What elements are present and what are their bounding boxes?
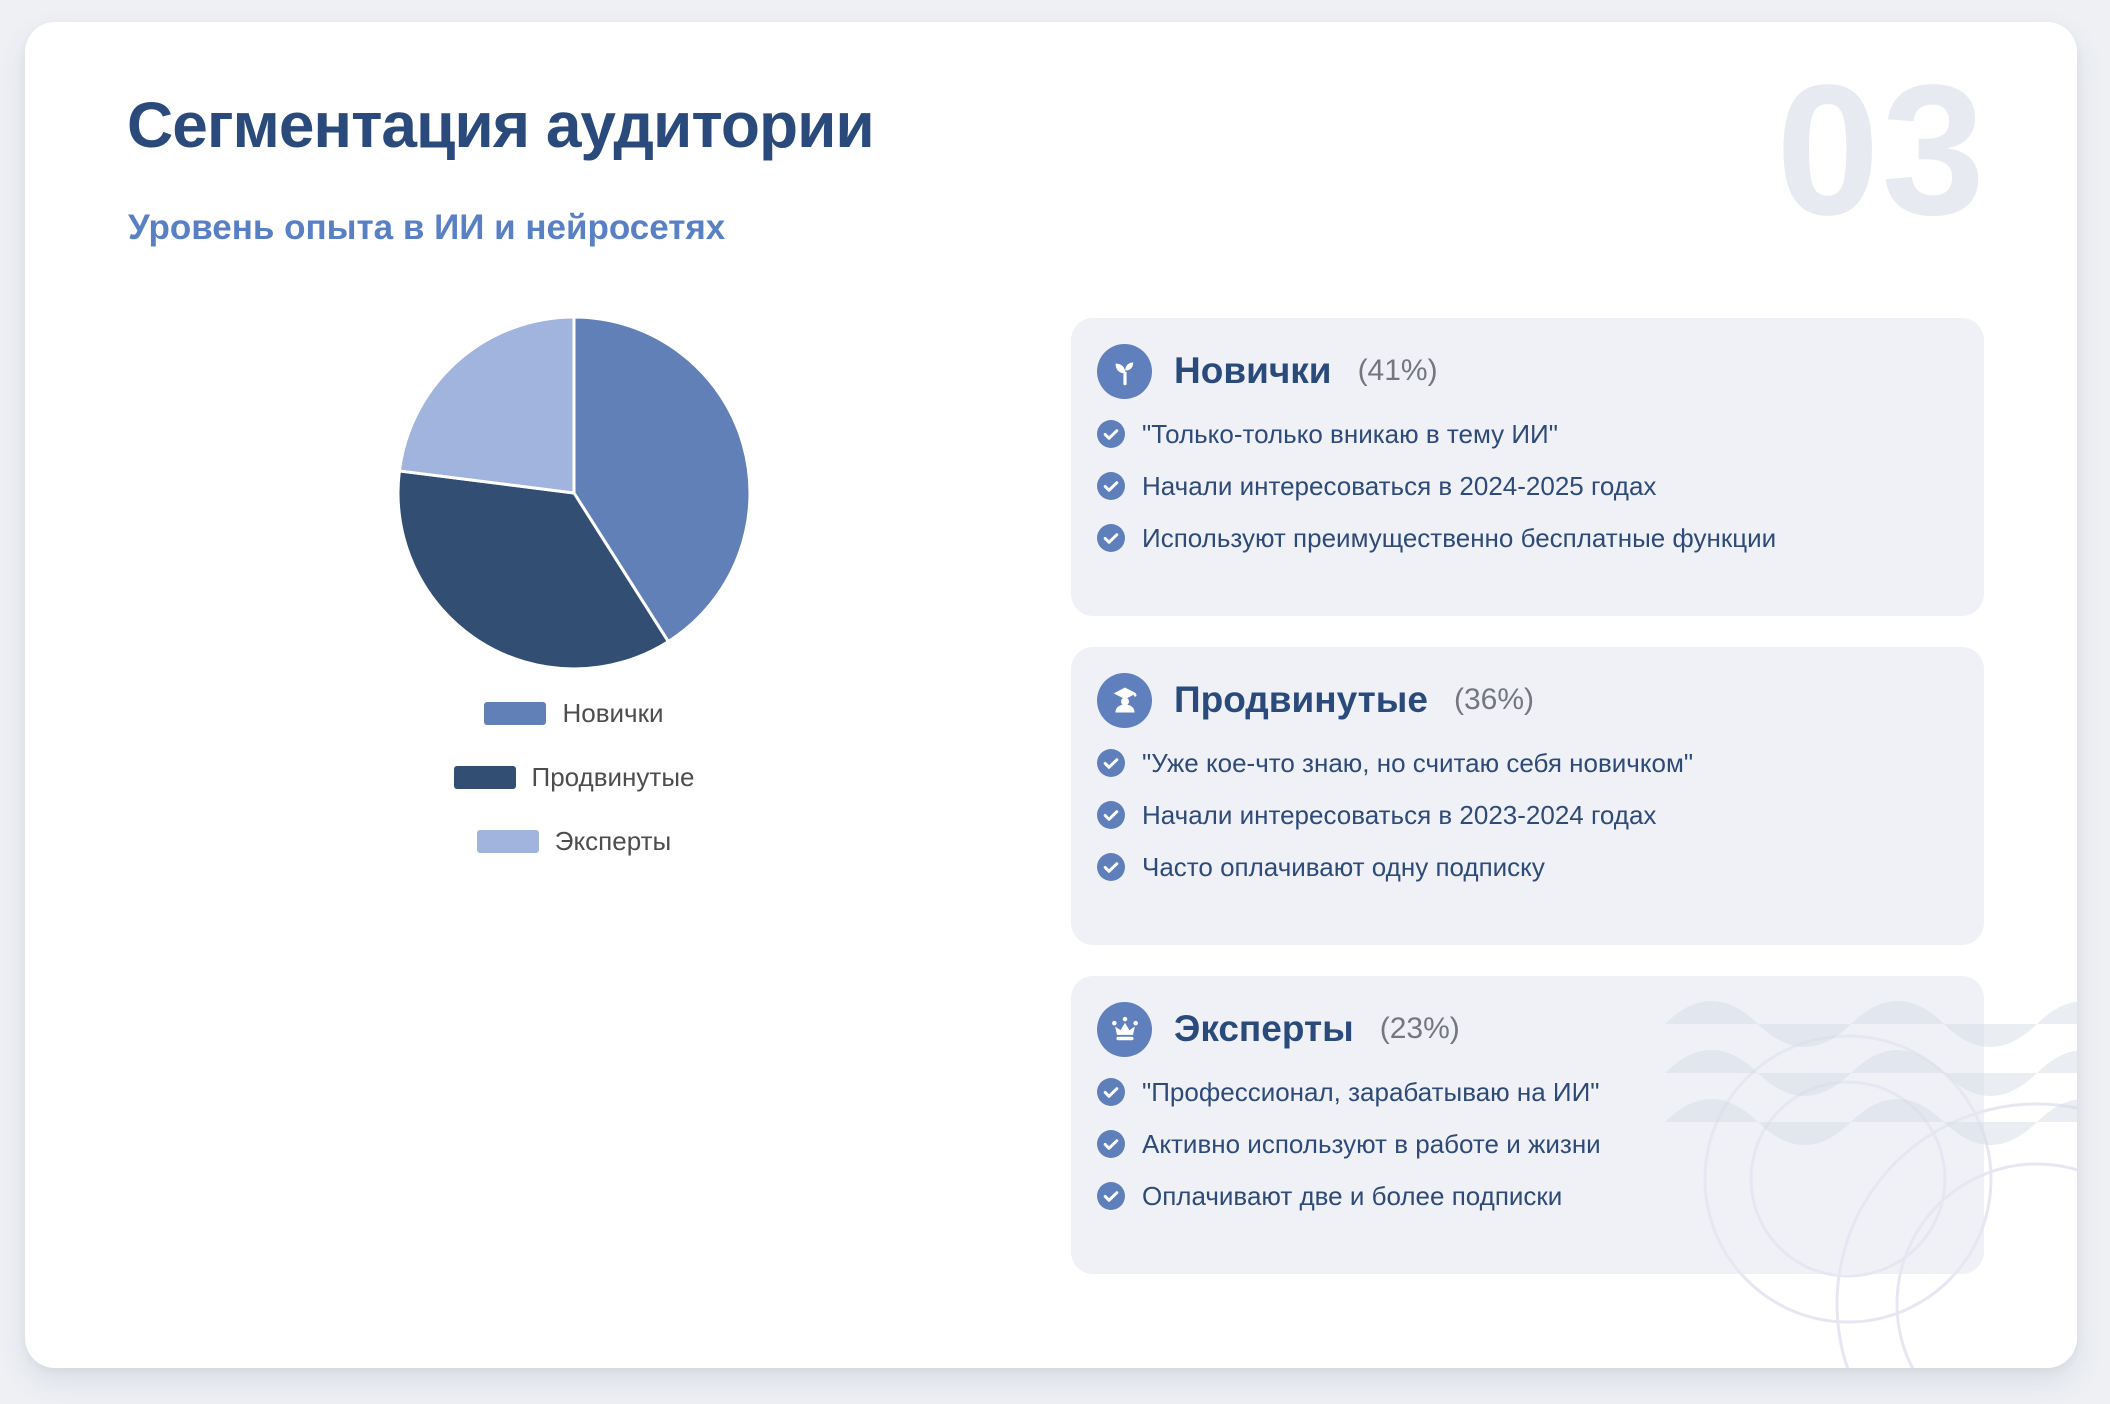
legend-swatch [476, 830, 539, 853]
bullet-item: Активно используют в работе и жизни [1097, 1129, 1954, 1159]
bullet-item: Начали интересоваться в 2024-2025 годах [1097, 471, 1954, 501]
check-icon [1097, 1182, 1125, 1210]
pie-chart [396, 315, 752, 671]
bullet-text: Активно используют в работе и жизни [1142, 1129, 1601, 1159]
slide: 03 Сегментация аудитории Уровень опыта в… [25, 22, 2077, 1368]
check-icon [1097, 420, 1125, 448]
bullet-text: Часто оплачивают одну подписку [1142, 852, 1545, 882]
check-icon [1097, 472, 1125, 500]
segment-icon-badge [1097, 343, 1152, 399]
page-subtitle: Уровень опыта в ИИ и нейросетях [128, 208, 726, 247]
check-icon-wrap [1097, 853, 1125, 881]
bullet-text: Оплачивают две и более подписки [1142, 1181, 1563, 1211]
legend-item: Новички [484, 698, 664, 729]
segment-header: Продвинутые (36%) [1097, 672, 1954, 728]
check-icon-wrap [1097, 524, 1125, 552]
segment-header: Эксперты (23%) [1097, 1001, 1954, 1057]
bullet-text: "Профессионал, зарабатываю на ИИ" [1142, 1077, 1600, 1107]
segment-cards: Новички (41%) "Только-только вникаю в тему… [1071, 318, 1984, 1274]
bullet-item: Используют преимущественно бесплатные фу… [1097, 523, 1954, 553]
pie-slice-Продвинутые [396, 469, 670, 671]
check-icon-wrap [1097, 420, 1125, 448]
legend-swatch [484, 702, 547, 725]
bullet-text: "Только-только вникаю в тему ИИ" [1142, 419, 1558, 449]
segment-title: Продвинутые [1174, 679, 1428, 720]
bullet-item: Часто оплачивают одну подписку [1097, 852, 1954, 882]
legend-swatch [453, 766, 516, 789]
check-icon-wrap [1097, 801, 1125, 829]
segment-percent: (41%) [1357, 354, 1438, 387]
bullet-list: "Только-только вникаю в тему ИИ" Начали и… [1097, 419, 1954, 553]
check-icon-wrap [1097, 472, 1125, 500]
legend-label: Новички [562, 698, 664, 728]
legend-item: Продвинутые [453, 762, 695, 793]
check-icon [1097, 853, 1125, 881]
segment-card: Новички (41%) "Только-только вникаю в тему… [1071, 318, 1984, 616]
bullet-item: Оплачивают две и более подписки [1097, 1181, 1954, 1211]
bullet-item: "Только-только вникаю в тему ИИ" [1097, 419, 1954, 449]
pie-slice-Эксперты [397, 315, 576, 495]
check-icon [1097, 749, 1125, 777]
bullet-text: "Уже кое-что знаю, но считаю себя новичк… [1142, 748, 1694, 778]
bullet-item: "Профессионал, зарабатываю на ИИ" [1097, 1077, 1954, 1107]
segment-card: Эксперты (23%) "Профессионал, зарабатываю … [1071, 976, 1984, 1274]
bullet-item: Начали интересоваться в 2023-2024 годах [1097, 800, 1954, 830]
bullet-list: "Профессионал, зарабатываю на ИИ" Активно… [1097, 1077, 1954, 1211]
bullet-text: Начали интересоваться в 2024-2025 годах [1142, 471, 1657, 501]
bullet-text: Используют преимущественно бесплатные фу… [1142, 523, 1777, 553]
segment-percent: (36%) [1453, 683, 1534, 716]
segment-icon-badge [1097, 1001, 1152, 1057]
check-icon [1097, 801, 1125, 829]
segment-card: Продвинутые (36%) "Уже кое-что знаю, но сч… [1071, 647, 1984, 945]
check-icon [1097, 1078, 1125, 1106]
legend-label: Эксперты [554, 826, 672, 856]
bullet-list: "Уже кое-что знаю, но считаю себя новичк… [1097, 748, 1954, 882]
check-icon-wrap [1097, 1078, 1125, 1106]
check-icon [1097, 1130, 1125, 1158]
segment-title: Эксперты [1174, 1008, 1354, 1049]
segment-header: Новички (41%) [1097, 343, 1954, 399]
bullet-item: "Уже кое-что знаю, но считаю себя новичк… [1097, 748, 1954, 778]
check-icon-wrap [1097, 1182, 1125, 1210]
graduate-icon [1113, 687, 1136, 713]
check-icon-wrap [1097, 749, 1125, 777]
bullet-text: Начали интересоваться в 2023-2024 годах [1142, 800, 1657, 830]
legend-item: Эксперты [476, 826, 672, 857]
sprout-icon [1115, 362, 1133, 386]
page-title: Сегментация аудитории [127, 89, 875, 161]
segment-percent: (23%) [1379, 1012, 1460, 1045]
pie-legend: Новички Продвинутые Эксперты [374, 698, 774, 857]
crown-icon [1111, 1016, 1138, 1041]
slide-number: 03 [1776, 47, 1987, 254]
segment-icon-badge [1097, 672, 1152, 728]
check-icon-wrap [1097, 1130, 1125, 1158]
legend-label: Продвинутые [531, 762, 695, 792]
segment-title: Новички [1174, 350, 1332, 391]
check-icon [1097, 524, 1125, 552]
